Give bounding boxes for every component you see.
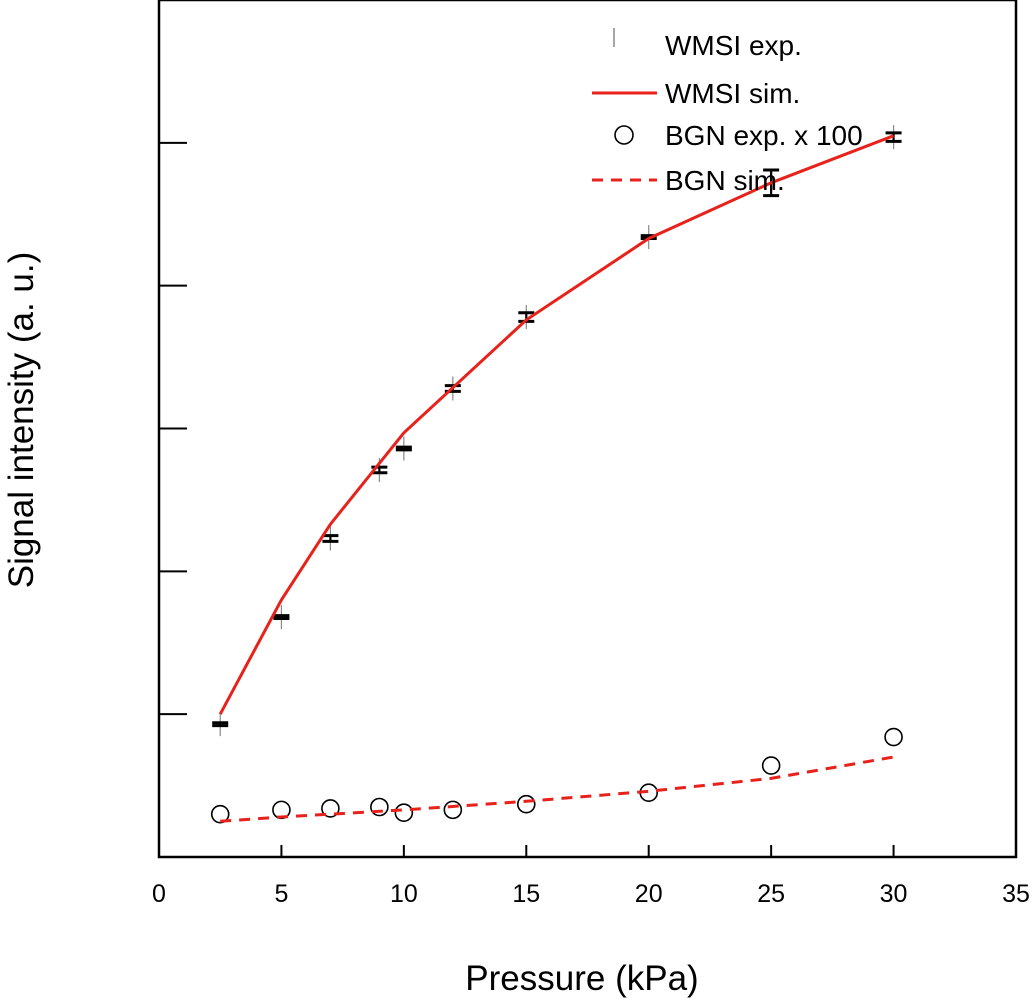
plot-frame [157, 0, 1018, 859]
legend-item: WMSI exp. [613, 28, 802, 61]
x-tick-label: 25 [757, 880, 785, 908]
wmsi-exp-point [395, 436, 412, 461]
legend-label: BGN exp. x 100 [665, 120, 863, 151]
legend-item: BGN sim. [592, 165, 785, 196]
x-tick-label: 0 [152, 880, 166, 908]
legend-item: BGN exp. x 100 [614, 120, 863, 151]
bgn-exp-point [210, 804, 230, 824]
axis-ticks: 0 5 10 15 20 25 30 35 [152, 0, 1030, 908]
legend-label: BGN sim. [665, 165, 785, 196]
bgn-exp-point [516, 794, 536, 814]
bgn-exp-point [321, 799, 340, 818]
legend-label: WMSI exp. [665, 30, 802, 61]
wmsi-exp-point [273, 605, 290, 630]
bgn-exp-point [761, 756, 781, 775]
legend-symbol-bgn-exp [614, 125, 634, 145]
bgn-exp-point [394, 803, 414, 823]
x-tick-label: 10 [390, 880, 418, 908]
wmsi-exp-point [212, 712, 229, 737]
bgn-exp-point [370, 797, 389, 817]
legend-label: WMSI sim. [665, 78, 800, 109]
x-tick-label: 20 [635, 880, 663, 908]
x-tick-label: 30 [880, 880, 908, 908]
bgn-exp-point [443, 800, 463, 820]
y-axis-title: Signal intensity (a. u.) [2, 252, 41, 589]
bgn-sim-line [220, 755, 894, 823]
x-tick-label: 5 [274, 880, 288, 908]
legend: WMSI exp. WMSI sim. BGN exp. x 100 BGN sim. [592, 28, 863, 196]
x-axis-title: Pressure (kPa) [465, 959, 698, 998]
bgn-exp-point [884, 727, 903, 747]
wmsi-exp-point [322, 526, 339, 551]
x-tick-label: 35 [1002, 880, 1030, 908]
wmsi-sim-line [218, 134, 895, 715]
x-tick-label: 15 [512, 880, 540, 908]
legend-item: WMSI sim. [592, 78, 800, 109]
series-layer [210, 125, 903, 824]
